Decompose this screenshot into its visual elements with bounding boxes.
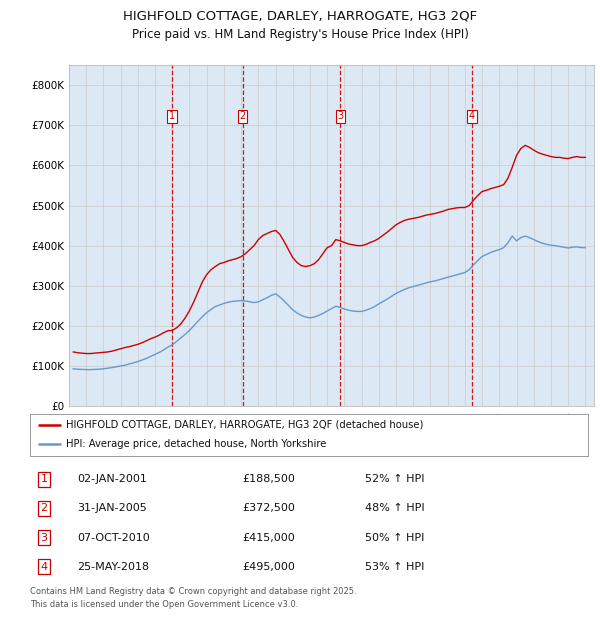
Text: £495,000: £495,000: [242, 562, 295, 572]
Text: 31-JAN-2005: 31-JAN-2005: [77, 503, 147, 513]
Text: 02-JAN-2001: 02-JAN-2001: [77, 474, 148, 484]
Text: 50% ↑ HPI: 50% ↑ HPI: [365, 533, 424, 542]
Text: 1: 1: [40, 474, 47, 484]
Text: 53% ↑ HPI: 53% ↑ HPI: [365, 562, 424, 572]
Text: 25-MAY-2018: 25-MAY-2018: [77, 562, 149, 572]
Text: Price paid vs. HM Land Registry's House Price Index (HPI): Price paid vs. HM Land Registry's House …: [131, 28, 469, 41]
Text: £188,500: £188,500: [242, 474, 295, 484]
Text: 2: 2: [40, 503, 47, 513]
Text: £372,500: £372,500: [242, 503, 295, 513]
Text: This data is licensed under the Open Government Licence v3.0.: This data is licensed under the Open Gov…: [30, 600, 298, 609]
Text: 48% ↑ HPI: 48% ↑ HPI: [365, 503, 424, 513]
Text: 3: 3: [337, 111, 344, 122]
Text: 2: 2: [239, 111, 245, 122]
Text: 3: 3: [40, 533, 47, 542]
Text: £415,000: £415,000: [242, 533, 295, 542]
Text: 52% ↑ HPI: 52% ↑ HPI: [365, 474, 424, 484]
Text: 4: 4: [469, 111, 475, 122]
Text: HIGHFOLD COTTAGE, DARLEY, HARROGATE, HG3 2QF (detached house): HIGHFOLD COTTAGE, DARLEY, HARROGATE, HG3…: [66, 420, 424, 430]
Text: HIGHFOLD COTTAGE, DARLEY, HARROGATE, HG3 2QF: HIGHFOLD COTTAGE, DARLEY, HARROGATE, HG3…: [123, 9, 477, 22]
Text: 4: 4: [40, 562, 47, 572]
Text: HPI: Average price, detached house, North Yorkshire: HPI: Average price, detached house, Nort…: [66, 440, 326, 450]
Text: 07-OCT-2010: 07-OCT-2010: [77, 533, 150, 542]
Text: Contains HM Land Registry data © Crown copyright and database right 2025.: Contains HM Land Registry data © Crown c…: [30, 587, 356, 596]
Text: 1: 1: [169, 111, 175, 122]
